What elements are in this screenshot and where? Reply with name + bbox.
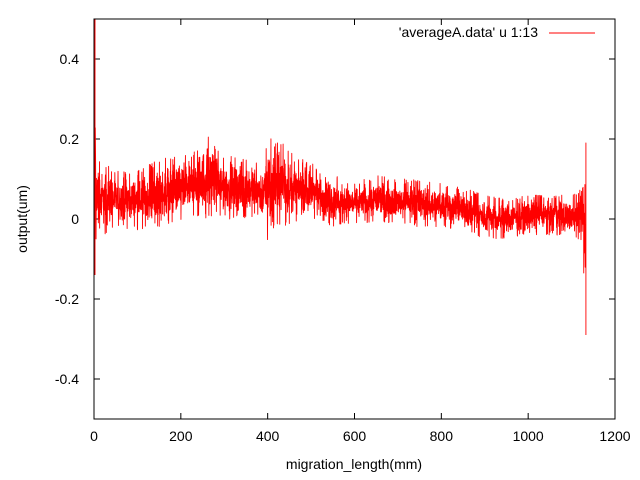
y-tick-label: 0.4 xyxy=(60,51,80,67)
x-tick-label: 1000 xyxy=(513,428,544,444)
legend: 'averageA.data' u 1:13 xyxy=(399,24,595,40)
y-tick-label: 0 xyxy=(71,211,79,227)
y-axis-label: output(um) xyxy=(14,185,30,253)
series-layer xyxy=(94,19,587,335)
x-tick-label: 800 xyxy=(430,428,454,444)
x-tick-label: 1200 xyxy=(599,428,630,444)
x-tick-label: 600 xyxy=(343,428,367,444)
legend-label: 'averageA.data' u 1:13 xyxy=(399,24,538,40)
x-tick-label: 0 xyxy=(90,428,98,444)
x-tick-label: 400 xyxy=(256,428,280,444)
x-axis-label: migration_length(mm) xyxy=(286,456,422,472)
y-tick-label: -0.2 xyxy=(55,291,79,307)
x-tick-label: 200 xyxy=(169,428,193,444)
y-tick-label: -0.4 xyxy=(55,371,79,387)
y-tick-label: 0.2 xyxy=(60,131,80,147)
x-axis-ticks: 0 200 400 600 800 1000 1200 xyxy=(90,19,631,444)
y-axis-ticks: -0.4 -0.2 0 0.2 0.4 xyxy=(55,51,615,387)
series-line xyxy=(94,73,587,335)
plot-frame xyxy=(93,18,616,420)
